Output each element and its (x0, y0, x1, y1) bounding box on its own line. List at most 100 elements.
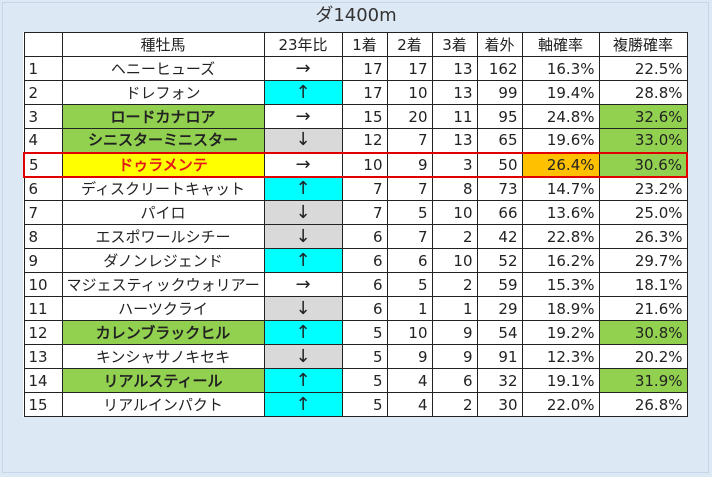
axis-rate-cell: 12.3% (521, 344, 600, 369)
place-rate-cell: 31.9% (598, 368, 688, 393)
table-row[interactable]: 14 リアルスティール ↑ 5 4 6 32 19.1% 31.9% (23, 368, 688, 393)
rank-cell: 14 (23, 368, 63, 393)
table-row[interactable]: 11 ハーツクライ ↓ 6 1 1 29 18.9% 21.6% (23, 296, 688, 321)
sire-name-cell: シニスターミニスター (61, 128, 265, 153)
second-count-cell: 9 (386, 344, 433, 369)
out-count-cell: 162 (476, 56, 523, 81)
table-row[interactable]: 5 ドゥラメンテ → 10 9 3 50 26.4% 30.6% (23, 151, 688, 178)
second-count-cell: 10 (386, 320, 433, 345)
place-rate-cell: 18.1% (598, 272, 688, 297)
axis-rate-cell: 19.2% (521, 320, 600, 345)
axis-rate-cell: 19.1% (521, 368, 600, 393)
table-row[interactable]: 15 リアルインパクト ↑ 5 4 2 30 22.0% 26.8% (23, 392, 688, 417)
out-count-cell: 66 (476, 200, 523, 225)
header-row: 種牡馬 23年比 1着 2着 3着 着外 軸確率 複勝確率 (23, 32, 688, 57)
second-count-cell: 10 (386, 80, 433, 105)
first-count-cell: 6 (341, 224, 388, 249)
second-count-cell: 1 (386, 296, 433, 321)
table-row[interactable]: 10 マジェスティックウォリアー → 6 5 2 59 15.3% 18.1% (23, 272, 688, 297)
first-count-cell: 7 (341, 176, 388, 201)
third-count-cell: 9 (431, 320, 478, 345)
trend-arrow-cell: ↑ (263, 80, 343, 105)
header-out: 着外 (476, 32, 523, 57)
axis-rate-cell: 16.3% (521, 56, 600, 81)
sire-name-cell: リアルスティール (61, 368, 265, 393)
place-rate-cell: 23.2% (598, 176, 688, 201)
second-count-cell: 6 (386, 248, 433, 273)
second-count-cell: 5 (386, 272, 433, 297)
trend-arrow-cell: ↓ (263, 128, 343, 153)
rank-cell: 2 (23, 80, 63, 105)
first-count-cell: 6 (341, 248, 388, 273)
trend-arrow-cell: → (263, 104, 343, 129)
trend-arrow-cell: ↑ (263, 176, 343, 201)
first-count-cell: 6 (341, 296, 388, 321)
table-row[interactable]: 4 シニスターミニスター ↓ 12 7 13 65 19.6% 33.0% (23, 128, 688, 153)
sire-name-cell: ロードカナロア (61, 104, 265, 129)
place-rate-cell: 26.8% (598, 392, 688, 417)
rank-cell: 13 (23, 344, 63, 369)
first-count-cell: 10 (341, 151, 388, 178)
sire-name-cell: パイロ (61, 200, 265, 225)
axis-rate-cell: 18.9% (521, 296, 600, 321)
first-count-cell: 12 (341, 128, 388, 153)
first-count-cell: 17 (341, 56, 388, 81)
place-rate-cell: 30.8% (598, 320, 688, 345)
rank-cell: 3 (23, 104, 63, 129)
trend-arrow-cell: ↑ (263, 392, 343, 417)
header-rank (23, 32, 63, 57)
trend-arrow-cell: ↓ (263, 344, 343, 369)
table-row[interactable]: 1 ヘニーヒューズ → 17 17 13 162 16.3% 22.5% (23, 56, 688, 81)
rank-cell: 6 (23, 176, 63, 201)
sire-name-cell: ハーツクライ (61, 296, 265, 321)
second-count-cell: 9 (386, 151, 433, 178)
axis-rate-cell: 19.4% (521, 80, 600, 105)
table-row[interactable]: 7 パイロ ↓ 7 5 10 66 13.6% 25.0% (23, 200, 688, 225)
rank-cell: 12 (23, 320, 63, 345)
place-rate-cell: 28.8% (598, 80, 688, 105)
trend-arrow-cell: ↓ (263, 224, 343, 249)
axis-rate-cell: 19.6% (521, 128, 600, 153)
third-count-cell: 13 (431, 128, 478, 153)
rank-cell: 5 (23, 151, 63, 178)
header-first: 1着 (341, 32, 388, 57)
sire-name-cell: カレンブラックヒル (61, 320, 265, 345)
axis-rate-cell: 15.3% (521, 272, 600, 297)
out-count-cell: 30 (476, 392, 523, 417)
third-count-cell: 3 (431, 151, 478, 178)
trend-arrow-cell: → (263, 151, 343, 178)
out-count-cell: 95 (476, 104, 523, 129)
first-count-cell: 5 (341, 344, 388, 369)
third-count-cell: 8 (431, 176, 478, 201)
place-rate-cell: 29.7% (598, 248, 688, 273)
rank-cell: 1 (23, 56, 63, 81)
sire-stats-table: 種牡馬 23年比 1着 2着 3着 着外 軸確率 複勝確率 1 ヘニーヒューズ → 1… (23, 32, 688, 417)
header-sire: 種牡馬 (61, 32, 265, 57)
table-row[interactable]: 9 ダノンレジェンド ↑ 6 6 10 52 16.2% 29.7% (23, 248, 688, 273)
first-count-cell: 5 (341, 392, 388, 417)
header-third: 3着 (431, 32, 478, 57)
trend-arrow-cell: ↓ (263, 296, 343, 321)
table-row[interactable]: 6 ディスクリートキャット ↑ 7 7 8 73 14.7% 23.2% (23, 176, 688, 201)
table-row[interactable]: 13 キンシャサノキセキ ↓ 5 9 9 91 12.3% 20.2% (23, 344, 688, 369)
table-row[interactable]: 3 ロードカナロア → 15 20 11 95 24.8% 32.6% (23, 104, 688, 129)
out-count-cell: 91 (476, 344, 523, 369)
out-count-cell: 54 (476, 320, 523, 345)
third-count-cell: 10 (431, 200, 478, 225)
third-count-cell: 1 (431, 296, 478, 321)
second-count-cell: 4 (386, 392, 433, 417)
table-row[interactable]: 2 ドレフォン ↑ 17 10 13 99 19.4% 28.8% (23, 80, 688, 105)
place-rate-cell: 20.2% (598, 344, 688, 369)
header-axis-rate: 軸確率 (521, 32, 600, 57)
header-second: 2着 (386, 32, 433, 57)
place-rate-cell: 26.3% (598, 224, 688, 249)
sire-name-cell: ディスクリートキャット (61, 176, 265, 201)
header-place-rate: 複勝確率 (598, 32, 688, 57)
table-row[interactable]: 8 エスポワールシチー ↓ 6 7 2 42 22.8% 26.3% (23, 224, 688, 249)
first-count-cell: 17 (341, 80, 388, 105)
trend-arrow-cell: → (263, 272, 343, 297)
out-count-cell: 52 (476, 248, 523, 273)
third-count-cell: 2 (431, 224, 478, 249)
axis-rate-cell: 13.6% (521, 200, 600, 225)
table-row[interactable]: 12 カレンブラックヒル ↑ 5 10 9 54 19.2% 30.8% (23, 320, 688, 345)
